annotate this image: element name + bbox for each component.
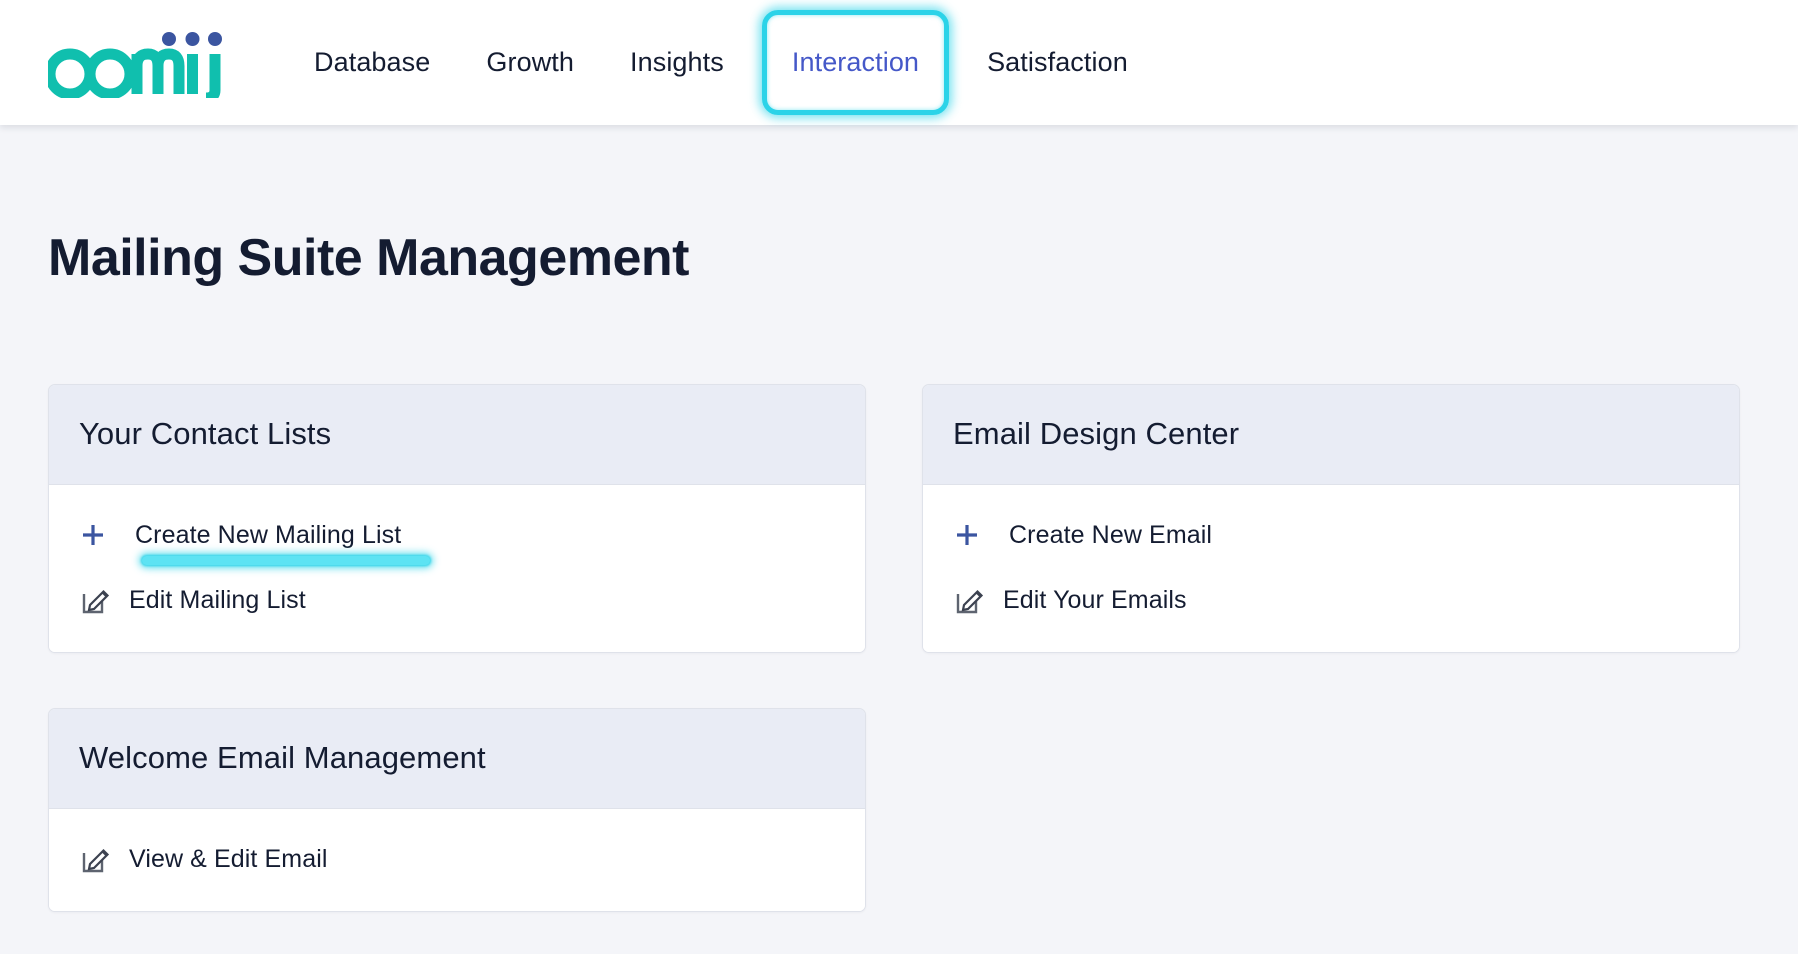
pencil-icon — [953, 584, 995, 616]
card-contact-lists: Your Contact Lists Create New Mailing Li… — [48, 384, 866, 654]
card-body: View & Edit Email — [49, 809, 865, 912]
brand-logo[interactable] — [48, 28, 226, 98]
card-header: Welcome Email Management — [49, 709, 865, 810]
nav-item-database[interactable]: Database — [314, 47, 431, 77]
card-header: Your Contact Lists — [49, 385, 865, 486]
action-label: Create New Email — [1009, 520, 1213, 549]
page-content: Mailing Suite Management Your Contact Li… — [0, 125, 1798, 954]
card-body: Create New Email Edit Your Emails — [923, 485, 1739, 653]
nav-item-insights[interactable]: Insights — [630, 47, 724, 77]
nav-item-interaction[interactable]: Interaction — [791, 47, 920, 77]
top-navbar: Database Growth Insights Interaction Sat… — [0, 0, 1798, 125]
plus-icon — [953, 521, 995, 549]
card-grid: Your Contact Lists Create New Mailing Li… — [48, 384, 1750, 913]
nav-item-growth[interactable]: Growth — [486, 47, 575, 77]
action-create-new-email[interactable]: Create New Email — [923, 507, 1739, 563]
action-edit-your-emails[interactable]: Edit Your Emails — [923, 572, 1739, 628]
plus-icon — [79, 521, 121, 549]
action-label: Create New Mailing List — [135, 520, 402, 549]
card-welcome-email-management: Welcome Email Management View & Edit Ema… — [48, 708, 866, 913]
card-title: Your Contact Lists — [79, 415, 332, 451]
oomiji-logo-icon — [48, 31, 222, 98]
action-create-new-mailing-list[interactable]: Create New Mailing List — [49, 507, 865, 566]
action-label: Edit Your Emails — [1003, 585, 1187, 614]
pencil-icon — [79, 584, 121, 616]
action-view-and-edit-email[interactable]: View & Edit Email — [49, 831, 865, 887]
main-navigation: Database Growth Insights Interaction Sat… — [286, 0, 1156, 125]
card-body: Create New Mailing List Edit Mailing Lis… — [49, 485, 865, 653]
card-header: Email Design Center — [923, 385, 1739, 486]
card-email-design-center: Email Design Center Create New Email — [922, 384, 1740, 654]
action-edit-mailing-list[interactable]: Edit Mailing List — [49, 572, 865, 628]
action-label: View & Edit Email — [129, 844, 328, 873]
nav-item-interaction-wrapper: Interaction — [761, 0, 950, 125]
row-spacer — [49, 563, 865, 572]
card-title: Email Design Center — [953, 415, 1240, 451]
pencil-icon — [79, 843, 121, 875]
card-title: Welcome Email Management — [79, 739, 486, 775]
nav-item-satisfaction[interactable]: Satisfaction — [987, 47, 1128, 77]
action-label: Edit Mailing List — [129, 585, 306, 614]
page-title: Mailing Suite Management — [48, 229, 689, 287]
row-spacer — [923, 563, 1739, 572]
